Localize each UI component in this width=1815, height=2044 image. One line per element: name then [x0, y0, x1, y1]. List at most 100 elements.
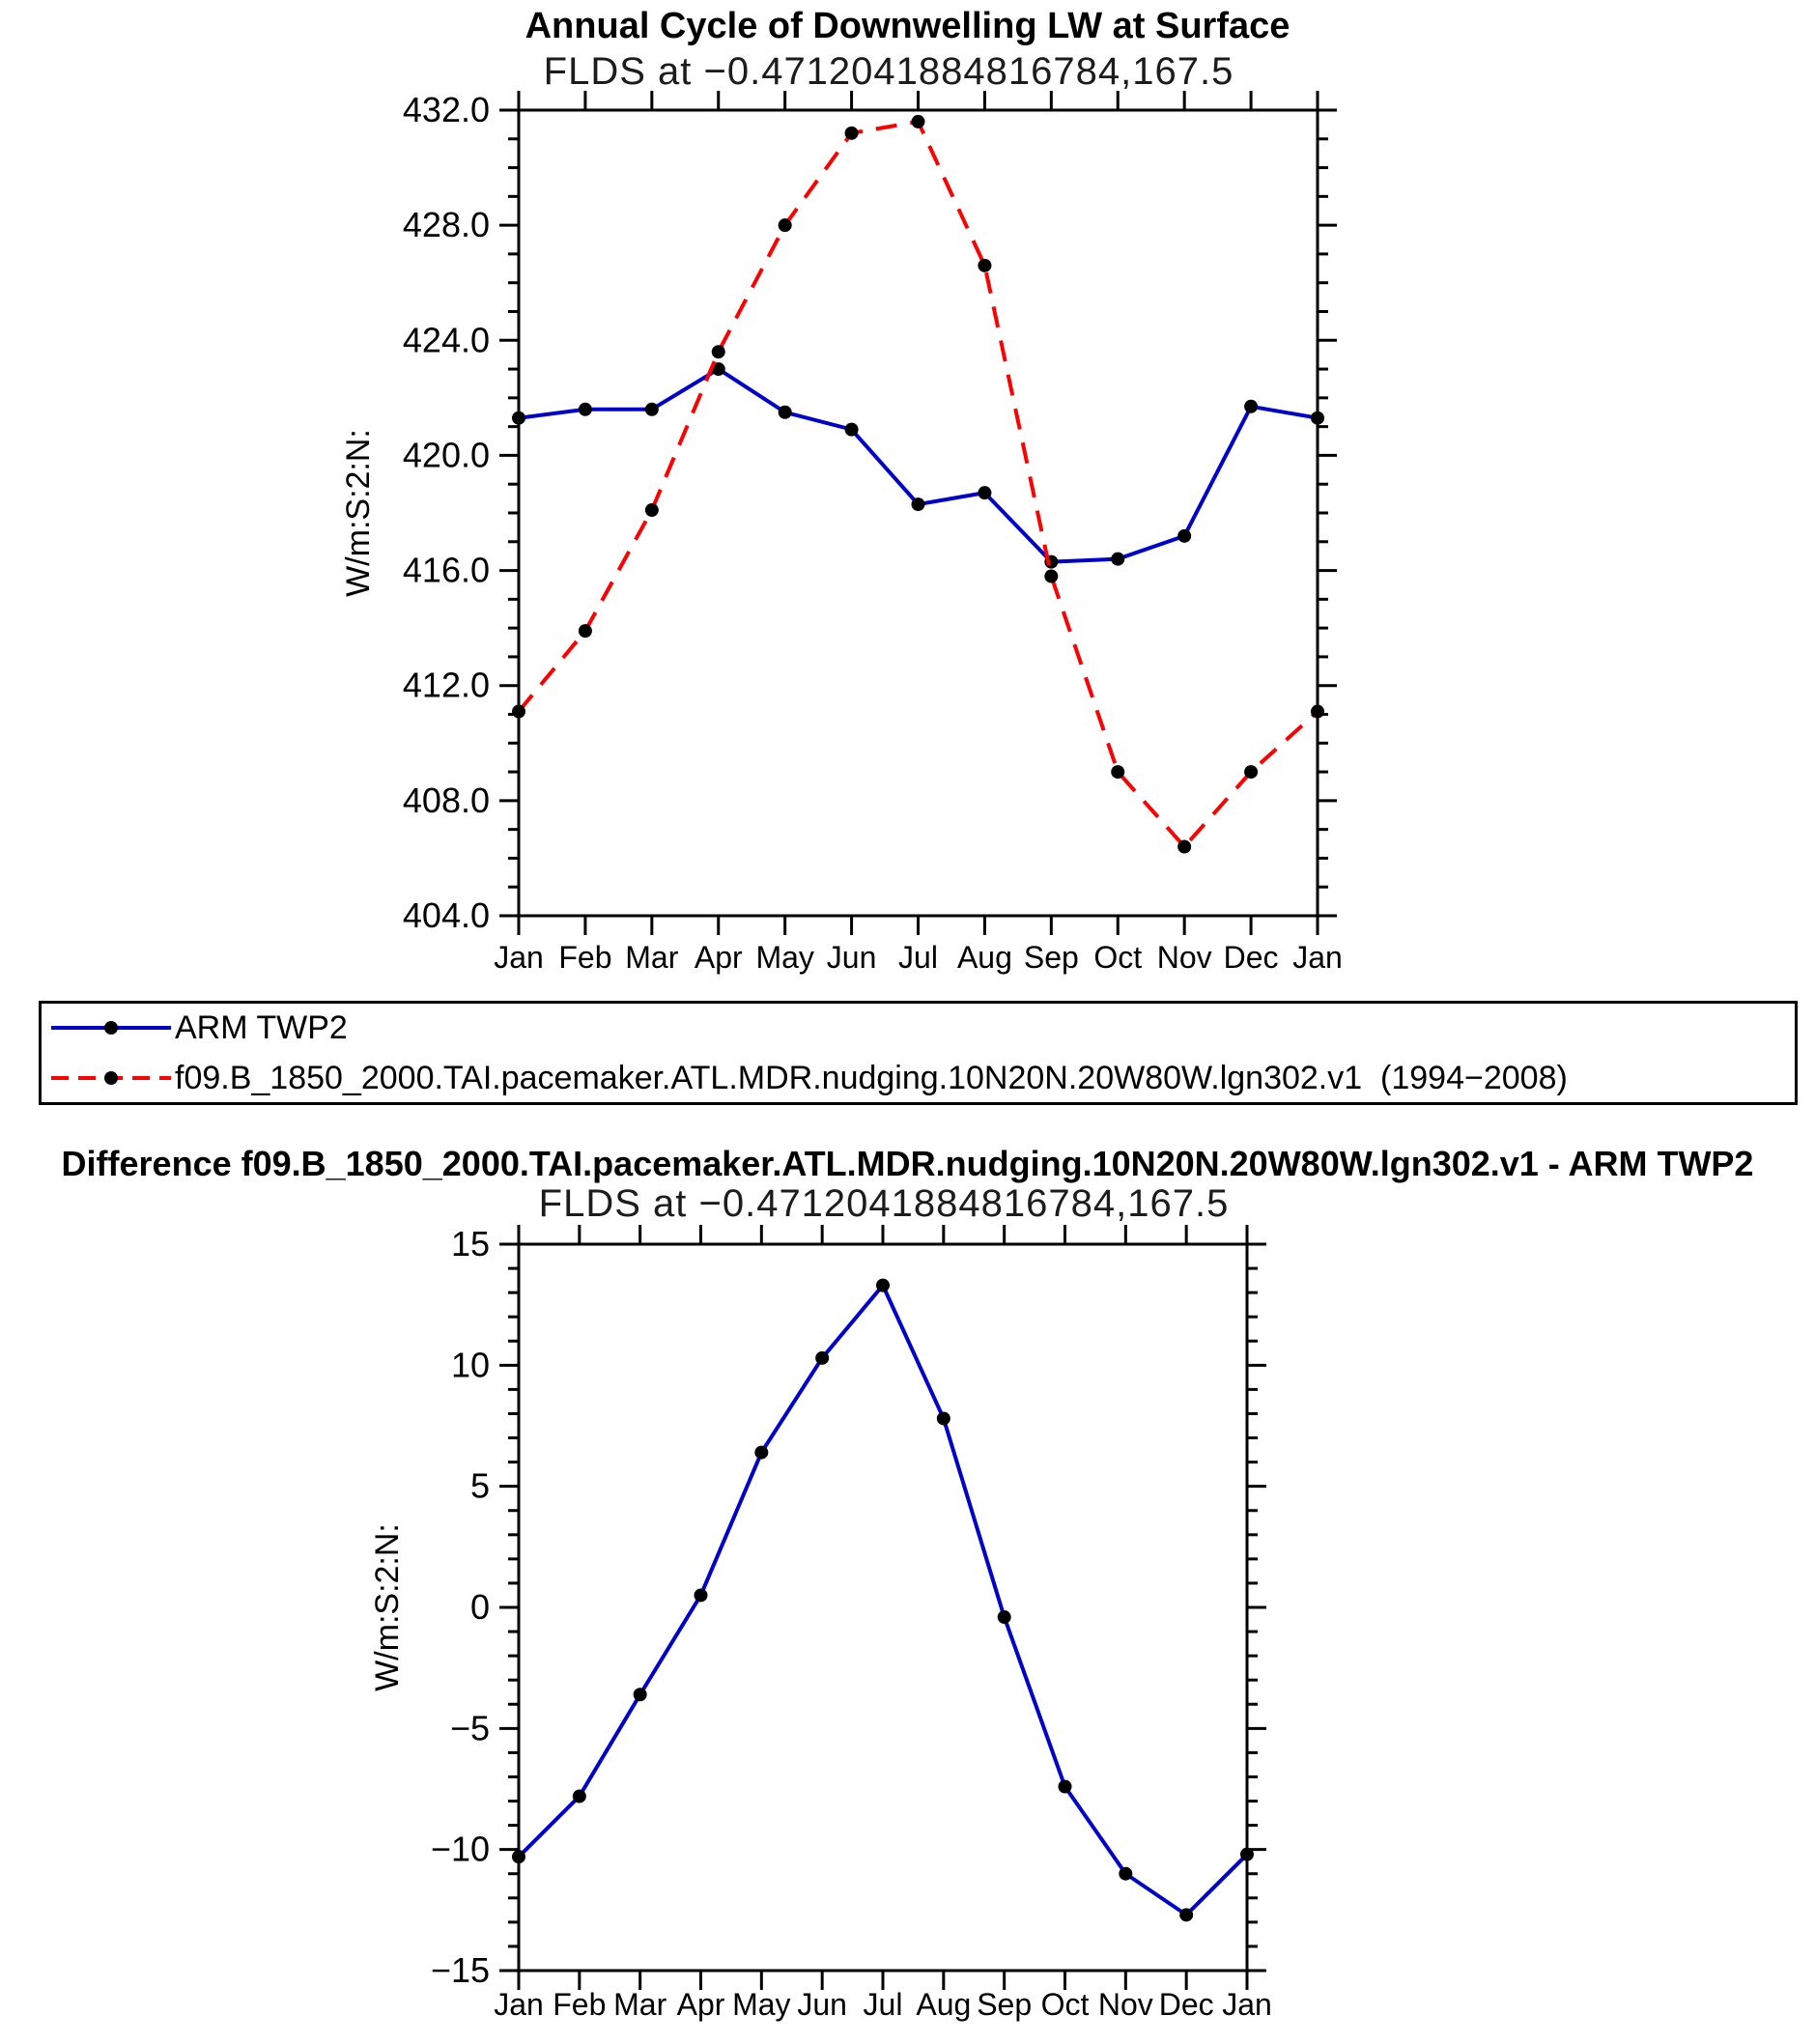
y-tick-label: 10: [451, 1345, 490, 1384]
x-tick-label: Dec: [1224, 940, 1279, 975]
data-point-marker: [778, 218, 792, 233]
x-tick-label: Oct: [1041, 1987, 1090, 2022]
y-tick-label: 412.0: [403, 666, 490, 705]
data-point-marker: [633, 1688, 647, 1702]
legend-item-model: f09.B_1850_2000.TAI.pacemaker.ATL.MDR.nu…: [49, 1055, 1795, 1101]
plot-frame: [517, 1242, 1249, 1973]
legend-item-arm-twp2: ARM TWP2: [49, 1005, 1795, 1051]
y-tick-label: 432.0: [403, 90, 490, 129]
x-tick-label: Apr: [677, 1987, 725, 2022]
data-point-marker: [1179, 1908, 1194, 1922]
x-tick-label: Apr: [695, 940, 743, 975]
x-tick-label: Mar: [625, 940, 678, 975]
x-tick-label: Aug: [916, 1987, 971, 2022]
x-tick-label: May: [755, 940, 813, 975]
data-point-marker: [1311, 411, 1324, 425]
bottom-chart-subtitle: FLDS at −0.4712041884816784,167.5: [538, 1182, 1230, 1225]
x-tick-label: Aug: [957, 940, 1012, 975]
data-point-marker: [778, 405, 792, 419]
legend-label-arm-twp2: ARM TWP2: [175, 1008, 348, 1046]
data-point-marker: [512, 704, 525, 719]
y-tick-label: 404.0: [403, 895, 490, 935]
top-chart: 404.0 408.0 412.0 416.0 420.0 424.0 428.0 432.0…: [340, 90, 1343, 975]
x-tick-label: Nov: [1157, 940, 1212, 975]
y-tick-label: −5: [450, 1708, 490, 1747]
data-point-marker: [1244, 399, 1259, 413]
data-point-marker: [1177, 839, 1192, 854]
bottom-chart: −15 −10 −5 0 5 10 15 Jan Feb Mar Apr May Jun Jul Aug Se…: [369, 1224, 1272, 2022]
legend-marker-dot: [104, 1071, 118, 1085]
data-point-marker: [997, 1610, 1011, 1625]
x-tick-label: Oct: [1093, 940, 1142, 975]
data-point-marker: [911, 114, 925, 128]
legend-label-model: f09.B_1850_2000.TAI.pacemaker.ATL.MDR.nu…: [175, 1059, 1568, 1096]
series-line: [517, 119, 1319, 850]
x-tick-label: Jul: [898, 940, 938, 975]
y-tick-label: 15: [451, 1224, 490, 1263]
series-line: [517, 1281, 1249, 1917]
y-tick-label: 420.0: [403, 435, 490, 474]
data-point-marker: [572, 1789, 586, 1803]
y-tick-label: 0: [470, 1587, 490, 1627]
x-tick-label: Jan: [494, 940, 544, 975]
legend-line-dashed-red: [51, 1071, 171, 1085]
legend-marker-dot: [104, 1021, 118, 1035]
data-point-marker: [512, 411, 525, 425]
data-point-marker: [876, 1278, 890, 1292]
y-tick-label: 416.0: [403, 551, 490, 590]
data-point-marker: [754, 1445, 769, 1460]
data-point-marker: [711, 362, 725, 377]
data-point-marker: [694, 1588, 708, 1603]
series-1: [512, 114, 1324, 854]
plot-frame: [517, 108, 1319, 918]
x-tick-label: Sep: [977, 1987, 1032, 2022]
x-tick-label: Dec: [1159, 1987, 1214, 2022]
data-point-marker: [1119, 1866, 1133, 1881]
legend-box: ARM TWP2 f09.B_1850_2000.TAI.pacemaker.A…: [39, 1001, 1798, 1105]
data-point-marker: [644, 402, 659, 416]
x-tick-label: Jan: [1292, 940, 1343, 975]
x-tick-label: Jul: [864, 1987, 903, 2022]
data-point-marker: [844, 422, 859, 437]
data-point-marker: [1111, 552, 1125, 566]
x-tick-label: May: [732, 1987, 790, 2022]
data-point-marker: [1111, 765, 1125, 780]
data-point-marker: [1244, 765, 1259, 780]
y-tick-label: 424.0: [403, 320, 490, 359]
data-point-marker: [978, 258, 992, 272]
top-chart-subtitle: FLDS at −0.4712041884816784,167.5: [543, 50, 1234, 93]
data-point-marker: [1058, 1779, 1072, 1794]
data-point-marker: [844, 126, 859, 140]
data-point-marker: [978, 486, 992, 500]
data-point-marker: [578, 624, 592, 639]
x-tick-label: Jan: [494, 1987, 544, 2022]
y-axis-label: W/m:S:2:N:: [369, 1523, 406, 1691]
y-tick-label: −10: [431, 1830, 490, 1869]
data-point-marker: [1311, 704, 1324, 719]
data-point-marker: [815, 1350, 830, 1365]
y-tick-label: 408.0: [403, 781, 490, 820]
data-point-marker: [512, 1850, 525, 1864]
x-tick-label: Mar: [613, 1987, 666, 2022]
x-tick-label: Jun: [827, 940, 877, 975]
series-0: [512, 1278, 1254, 1922]
data-point-marker: [1044, 569, 1059, 583]
data-point-marker: [578, 402, 592, 416]
page-title: Annual Cycle of Downwelling LW at Surfac…: [525, 6, 1290, 46]
data-point-marker: [936, 1411, 950, 1426]
y-tick-label: −15: [431, 1950, 490, 1990]
x-tick-label: Jun: [797, 1987, 847, 2022]
x-tick-label: Sep: [1024, 940, 1079, 975]
difference-title: Difference f09.B_1850_2000.TAI.pacemaker…: [61, 1144, 1754, 1183]
x-tick-label: Feb: [553, 1987, 606, 2022]
data-point-marker: [911, 497, 925, 512]
series-0: [512, 362, 1324, 569]
y-axis-label: W/m:S:2:N:: [340, 429, 377, 597]
y-tick-label: 428.0: [403, 205, 490, 244]
x-tick-label: Nov: [1098, 1987, 1153, 2022]
x-tick-label: Jan: [1222, 1987, 1272, 2022]
x-tick-label: Feb: [558, 940, 611, 975]
data-point-marker: [1177, 528, 1192, 543]
data-point-marker: [711, 345, 725, 359]
